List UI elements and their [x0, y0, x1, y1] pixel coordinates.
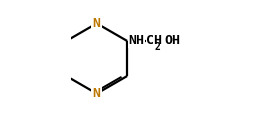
Text: N: N: [93, 87, 101, 100]
Text: 2: 2: [155, 42, 161, 52]
Text: NH: NH: [128, 34, 145, 48]
Text: N: N: [93, 17, 101, 30]
Text: OH: OH: [164, 34, 180, 48]
Text: CH: CH: [146, 34, 162, 48]
